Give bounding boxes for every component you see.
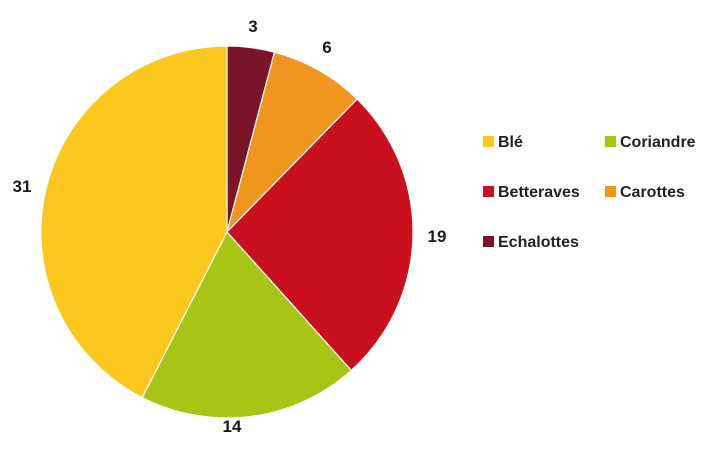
data-label-coriandre: 14 xyxy=(223,417,242,436)
legend-label-carottes: Carottes xyxy=(620,184,685,201)
data-label-echalottes: 3 xyxy=(248,17,257,36)
pie-slice-blé xyxy=(40,45,228,399)
legend-swatch-echalottes xyxy=(483,236,494,247)
pie-slice-carottes xyxy=(225,51,358,235)
pie-slice-betteraves xyxy=(226,98,414,372)
pie-slices xyxy=(40,45,414,419)
legend-swatch-coriandre xyxy=(605,136,616,147)
legend-swatch-blé xyxy=(483,136,494,147)
legend-item-betteraves: Betteraves xyxy=(483,184,580,201)
legend-item-carottes: Carottes xyxy=(605,184,685,201)
data-label-blé: 31 xyxy=(13,177,32,196)
legend-label-coriandre: Coriandre xyxy=(620,134,696,151)
legend-item-echalottes: Echalottes xyxy=(483,234,579,251)
legend-swatch-betteraves xyxy=(483,186,494,197)
pie-slice-coriandre xyxy=(141,230,353,419)
legend-swatch-carottes xyxy=(605,186,616,197)
data-label-betteraves: 19 xyxy=(428,227,447,246)
legend-label-echalottes: Echalottes xyxy=(498,234,579,251)
data-label-carottes: 6 xyxy=(322,38,331,57)
legend-item-blé: Blé xyxy=(483,134,523,151)
legend-item-coriandre: Coriandre xyxy=(605,134,696,151)
legend-label-betteraves: Betteraves xyxy=(498,184,580,201)
legend-label-blé: Blé xyxy=(498,134,523,151)
legend: Blé Coriandre Betteraves Carottes Echalottes xyxy=(483,134,696,251)
data-labels: 3 6 19 14 31 xyxy=(13,17,447,436)
